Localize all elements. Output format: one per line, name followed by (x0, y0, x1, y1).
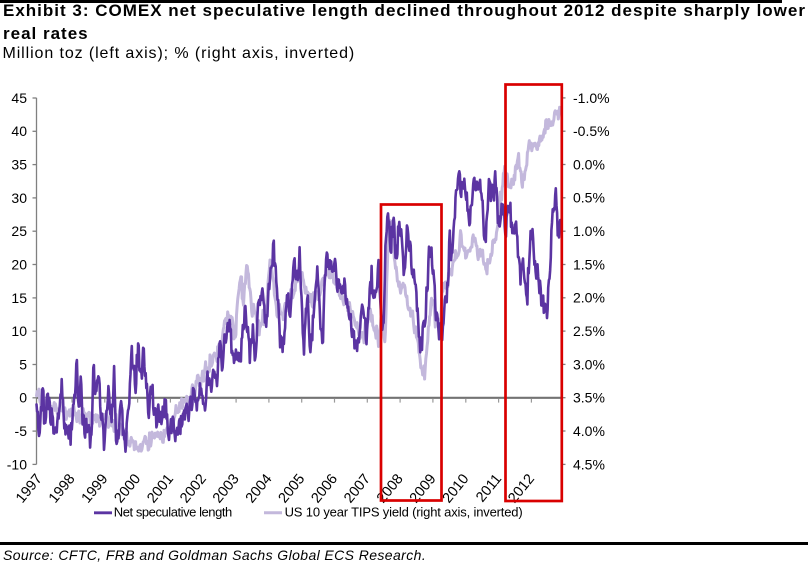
svg-text:0.5%: 0.5% (573, 190, 605, 206)
svg-text:2000: 2000 (111, 471, 144, 506)
svg-text:2.0%: 2.0% (573, 290, 605, 306)
svg-text:2003: 2003 (210, 471, 243, 506)
svg-text:4.0%: 4.0% (573, 423, 605, 439)
svg-text:2006: 2006 (308, 471, 341, 506)
svg-text:15: 15 (11, 290, 27, 306)
svg-text:35: 35 (11, 157, 27, 173)
svg-text:1998: 1998 (46, 471, 79, 506)
svg-text:1.5%: 1.5% (573, 256, 605, 272)
svg-text:-5: -5 (15, 423, 28, 439)
svg-text:20: 20 (11, 256, 27, 272)
svg-text:Net speculative length: Net speculative length (114, 505, 232, 520)
svg-text:1.0%: 1.0% (573, 223, 605, 239)
svg-text:2001: 2001 (144, 471, 177, 506)
svg-text:US 10 year TIPS yield (right a: US 10 year TIPS yield (right axis, inver… (285, 505, 523, 520)
svg-text:40: 40 (11, 123, 27, 139)
svg-text:3.5%: 3.5% (573, 390, 605, 406)
svg-text:0.0%: 0.0% (573, 156, 605, 172)
svg-text:2007: 2007 (341, 471, 374, 506)
svg-text:10: 10 (11, 323, 27, 339)
svg-text:2002: 2002 (177, 471, 210, 506)
svg-text:1999: 1999 (79, 471, 112, 506)
svg-text:2004: 2004 (243, 471, 276, 506)
svg-text:3.0%: 3.0% (573, 356, 605, 372)
svg-text:2010: 2010 (440, 471, 473, 506)
svg-text:2011: 2011 (473, 471, 505, 505)
svg-text:5: 5 (19, 356, 27, 372)
svg-text:-10: -10 (7, 456, 27, 472)
svg-text:2005: 2005 (276, 471, 309, 506)
svg-text:-0.5%: -0.5% (573, 123, 610, 139)
svg-text:30: 30 (11, 190, 27, 206)
svg-text:-1.0%: -1.0% (573, 90, 610, 106)
svg-text:0: 0 (19, 390, 27, 406)
svg-text:1997: 1997 (13, 471, 46, 506)
svg-text:2.5%: 2.5% (573, 323, 605, 339)
svg-text:25: 25 (11, 223, 27, 239)
svg-text:4.5%: 4.5% (573, 456, 605, 472)
svg-text:45: 45 (11, 90, 27, 106)
